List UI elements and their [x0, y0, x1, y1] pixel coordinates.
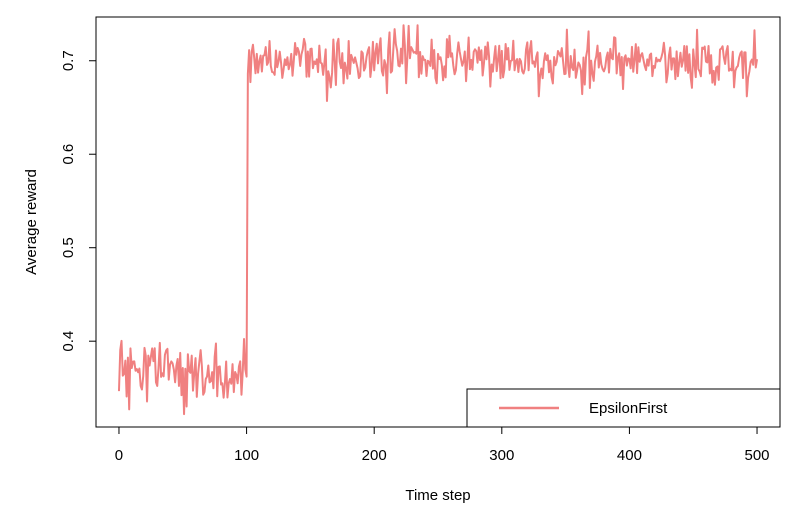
- series-line-epsilonfirst: [117, 24, 759, 416]
- legend-label: EpsilonFirst: [589, 400, 668, 417]
- x-tick-label: 0: [115, 447, 123, 464]
- y-tick-label: 0.4: [60, 331, 77, 352]
- x-axis: 0 100 200 300 400 500: [115, 426, 770, 464]
- x-tick-label: 400: [617, 447, 642, 464]
- y-tick-label: 0.6: [60, 144, 77, 165]
- x-tick-label: 300: [489, 447, 514, 464]
- x-axis-title: Time step: [405, 487, 470, 504]
- y-axis-title: Average reward: [23, 169, 40, 275]
- legend: EpsilonFirst: [466, 388, 781, 428]
- y-tick-label: 0.5: [60, 237, 77, 258]
- y-tick-label: 0.7: [60, 50, 77, 71]
- series-epsilonfirst: [117, 24, 759, 416]
- x-tick-label: 200: [362, 447, 387, 464]
- x-tick-label: 500: [745, 447, 770, 464]
- x-tick-label: 100: [234, 447, 259, 464]
- y-axis: 0.4 0.5 0.6 0.7: [60, 50, 97, 352]
